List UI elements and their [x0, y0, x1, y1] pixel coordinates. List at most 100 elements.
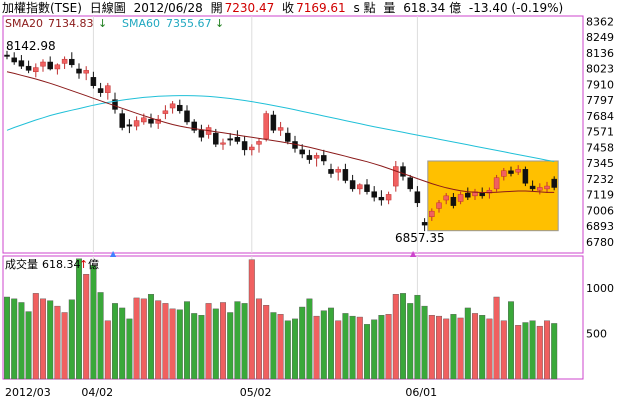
volume-tick-label: 500	[586, 327, 607, 340]
sma20-line	[6, 71, 555, 193]
candle-body	[421, 222, 428, 226]
candle-body	[450, 196, 457, 206]
candle-body	[306, 155, 313, 160]
volume-bar	[61, 312, 68, 380]
volume-bar	[522, 322, 529, 380]
volume-bar	[227, 312, 234, 380]
candle-body	[90, 77, 97, 86]
candle-body	[141, 117, 147, 123]
candle-body	[335, 169, 341, 173]
volume-bar	[263, 305, 270, 380]
volume-bar	[248, 259, 255, 380]
price-axis: 8362 8249 8136 8023 7910 7797 7684 7571 7458 7345…	[586, 15, 614, 249]
volume-bar	[83, 274, 90, 380]
price-tick-label: 7571	[586, 126, 614, 139]
volume-bar	[472, 313, 479, 380]
close-value: 7169.61	[296, 1, 346, 15]
candle-body	[119, 113, 125, 128]
candle-body	[537, 187, 543, 191]
volume-series	[3, 258, 558, 380]
volume-bar	[3, 296, 10, 380]
candle-body	[126, 124, 133, 127]
volume-bar	[277, 314, 284, 380]
sma60-line	[6, 95, 555, 162]
volume-bar	[176, 309, 183, 380]
candle-body	[76, 68, 82, 74]
volume-bar	[551, 323, 558, 380]
candle-body	[40, 61, 46, 67]
candle-body	[551, 178, 557, 188]
volume-axis: 1000 500	[586, 282, 614, 341]
volume-bar	[385, 314, 392, 380]
chart-header: 加權指數(TSE) 日線圖 2012/06/28 開 7230.47 收 7169.…	[2, 1, 567, 15]
volume-bar	[205, 303, 212, 380]
candle-body	[299, 149, 305, 155]
volume-bar	[68, 299, 75, 380]
candle-body	[321, 155, 327, 162]
volume-bar	[392, 294, 399, 380]
candle-body	[364, 184, 370, 192]
volume-bar	[126, 318, 133, 380]
candle-body	[414, 191, 421, 204]
volume-bar	[508, 301, 515, 380]
candle-body	[184, 110, 190, 123]
candle-body	[501, 170, 507, 177]
date-tick-label: 2012/03	[5, 386, 51, 399]
volume-bar	[219, 302, 226, 380]
price-tick-label: 8023	[586, 63, 614, 76]
candle-body	[515, 169, 521, 173]
volume-bar	[241, 303, 248, 380]
candle-body	[342, 169, 349, 181]
volume-bar	[40, 298, 47, 380]
volume-label: 量	[383, 1, 396, 15]
price-tick-label: 6780	[586, 236, 614, 249]
price-tick-label: 8249	[586, 31, 614, 44]
candle-body	[349, 180, 356, 190]
volume-bar	[147, 294, 154, 380]
open-value: 7230.47	[224, 1, 275, 15]
price-tick-label: 7458	[586, 141, 614, 154]
candle-body	[133, 120, 140, 127]
candle-body	[263, 113, 269, 139]
volume-bar	[479, 315, 486, 380]
candle-body	[220, 142, 226, 145]
price-tick-label: 7910	[586, 78, 614, 91]
volume-bar	[515, 325, 522, 380]
low-annotation: 6857.35	[395, 231, 445, 245]
candle-body	[429, 210, 435, 218]
candle-body	[472, 191, 478, 197]
candle-body	[227, 138, 233, 141]
volume-bar	[90, 264, 97, 380]
candle-body	[393, 166, 399, 187]
candle-body	[33, 67, 39, 73]
date-axis: 2012/03 04/02 05/02 06/01	[5, 386, 437, 399]
candle-body	[277, 127, 284, 131]
volume-bar	[18, 302, 25, 380]
candle-body	[198, 130, 205, 138]
candle-body	[169, 103, 176, 109]
volume-bar	[306, 298, 313, 380]
candle-body	[4, 54, 10, 57]
candle-body	[313, 155, 320, 159]
candle-body	[443, 195, 449, 201]
volume-bar	[364, 324, 371, 380]
candle-body	[213, 132, 219, 145]
volume-bar	[191, 313, 198, 380]
volume-bar	[500, 320, 507, 380]
volume-bar	[536, 325, 543, 380]
candle-body	[148, 118, 154, 124]
volume-bar	[104, 320, 111, 380]
volume-bar	[212, 308, 219, 380]
price-tick-label: 7345	[586, 157, 614, 170]
price-panel-frame	[2, 15, 584, 254]
price-tick-label: 8362	[586, 15, 614, 28]
candle-body	[270, 114, 277, 131]
price-tick-label: 7684	[586, 110, 614, 123]
volume-bar	[436, 315, 443, 380]
volume-bar	[428, 315, 435, 380]
candle-body	[328, 169, 334, 174]
volume-bar	[234, 301, 241, 380]
volume-bar	[493, 296, 500, 380]
